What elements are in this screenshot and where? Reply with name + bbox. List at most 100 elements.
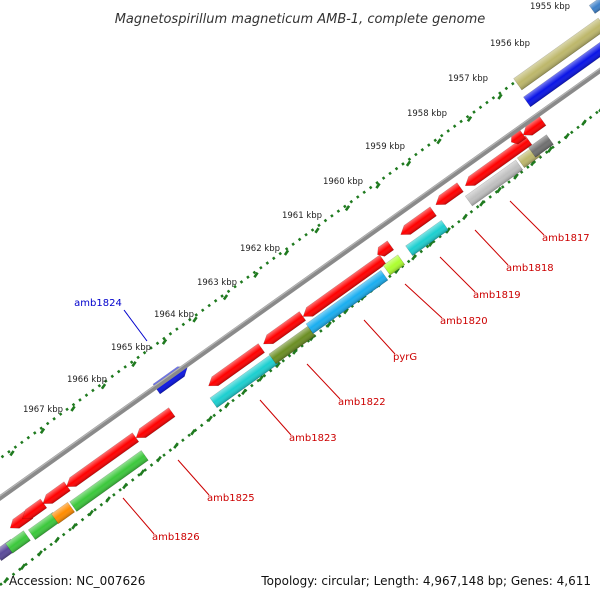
outer-major-tick xyxy=(39,427,46,434)
inner-major-tick xyxy=(513,173,519,180)
inner-major-tick xyxy=(411,253,417,261)
cds-pyrG xyxy=(305,269,389,335)
outer-major-tick xyxy=(344,205,351,212)
feature-block xyxy=(5,530,31,554)
leader-line xyxy=(123,309,148,342)
inner-major-tick xyxy=(190,428,196,436)
inner-major-tick xyxy=(258,375,264,382)
outer-major-tick xyxy=(161,338,168,345)
inner-major-tick xyxy=(326,321,332,328)
cds-forward xyxy=(263,311,307,345)
outer-major-tick xyxy=(283,249,290,256)
outer-major-tick xyxy=(9,450,15,457)
cds-forward xyxy=(66,432,140,487)
gene-label-amb1822: amb1822 xyxy=(338,397,386,408)
inner-major-tick xyxy=(343,307,349,315)
outer-major-tick xyxy=(405,160,412,167)
gene-label-pyrg: pyrG xyxy=(393,352,417,363)
inner-major-tick xyxy=(122,482,128,490)
cds-amb1820 xyxy=(382,254,406,276)
tick-label: 1965 kbp xyxy=(111,343,151,353)
tick-label: 1964 kbp xyxy=(154,310,194,320)
cds-forward xyxy=(400,206,437,235)
gene-label-amb1825: amb1825 xyxy=(207,493,255,504)
cds-amb1818 xyxy=(464,159,524,207)
leader-line xyxy=(306,363,341,400)
genome-backbone-highlight xyxy=(0,67,600,497)
cds-amb1822 xyxy=(268,325,316,365)
leader-line xyxy=(404,283,443,319)
cds-forward xyxy=(42,481,71,504)
outer-major-tick xyxy=(70,405,76,412)
tick-labels: 1955 kbp 1956 kbp 1957 kbp 1958 kbp 1959 kbp… xyxy=(23,2,570,415)
tick-label: 1957 kbp xyxy=(448,74,488,84)
map-title: Magnetospirillum magneticum AMB-1, compl… xyxy=(115,12,486,27)
inner-major-tick xyxy=(275,361,281,369)
outer-major-tick xyxy=(192,316,198,323)
inner-major-tick xyxy=(207,415,213,423)
inner-major-tick xyxy=(479,200,485,207)
outer-major-tick xyxy=(222,294,229,301)
tick-label: 1960 kbp xyxy=(323,177,363,187)
cds-forward xyxy=(435,182,464,205)
outer-tick-ring xyxy=(0,18,600,460)
inner-major-tick xyxy=(37,550,43,557)
inner-major-tick xyxy=(156,455,162,463)
tick-label: 1959 kbp xyxy=(365,142,405,152)
outer-major-tick xyxy=(253,271,259,279)
outer-major-tick xyxy=(497,93,503,100)
outer-major-tick xyxy=(314,227,320,234)
feature-block xyxy=(513,17,600,91)
feature-block xyxy=(51,501,75,525)
cds-forward xyxy=(22,498,48,519)
tick-label: 1962 kbp xyxy=(240,244,280,254)
gene-labels: amb1817 amb1818 amb1819 amb1820 pyrG amb1822 a… xyxy=(74,200,590,543)
gene-label-amb1823: amb1823 xyxy=(289,433,337,444)
inner-major-tick xyxy=(224,402,230,409)
cds-amb1826 xyxy=(69,450,149,512)
tick-label: 1967 kbp xyxy=(23,405,63,415)
inner-major-tick xyxy=(20,563,26,571)
inner-major-tick xyxy=(428,240,434,248)
leader-line xyxy=(122,497,155,535)
genome-backbone xyxy=(0,67,600,501)
inner-major-tick xyxy=(547,146,553,153)
leader-line xyxy=(439,256,476,293)
inner-major-tick xyxy=(173,442,179,449)
inner-major-tick xyxy=(139,469,145,476)
outer-major-tick xyxy=(131,361,137,368)
gene-label-amb1819: amb1819 xyxy=(473,290,521,301)
gene-label-amb1824: amb1824 xyxy=(74,298,122,309)
inner-major-tick xyxy=(292,348,298,355)
inner-major-tick xyxy=(564,132,570,140)
tick-label: 1958 kbp xyxy=(407,109,447,119)
gene-label-amb1820: amb1820 xyxy=(440,316,488,327)
leader-line xyxy=(177,459,210,496)
inner-major-tick xyxy=(581,119,587,126)
gene-label-amb1818: amb1818 xyxy=(506,263,554,274)
cds-forward xyxy=(377,240,395,257)
outer-major-tick xyxy=(375,182,381,189)
leader-line xyxy=(363,319,396,355)
tick-label: 1955 kbp xyxy=(530,2,570,12)
inner-major-tick xyxy=(54,536,60,544)
tick-label: 1961 kbp xyxy=(282,211,322,221)
tick-label: 1956 kbp xyxy=(490,39,530,49)
leader-line xyxy=(259,399,292,436)
inner-major-tick xyxy=(105,496,111,503)
gene-label-amb1817: amb1817 xyxy=(542,233,590,244)
feature-block xyxy=(528,134,554,158)
inner-major-tick xyxy=(88,509,94,517)
cds-amb1819 xyxy=(405,219,449,257)
accession-label: Accession: NC_007626 xyxy=(9,574,146,588)
outer-major-tick xyxy=(436,138,442,145)
gene-label-amb1826: amb1826 xyxy=(152,532,200,543)
inner-major-tick xyxy=(3,576,9,584)
tick-label: 1966 kbp xyxy=(67,375,107,385)
inner-major-tick xyxy=(496,186,502,194)
feature-track xyxy=(0,0,600,562)
cds-forward xyxy=(135,407,176,439)
cds-forward xyxy=(208,343,265,387)
outer-major-tick xyxy=(466,115,473,123)
